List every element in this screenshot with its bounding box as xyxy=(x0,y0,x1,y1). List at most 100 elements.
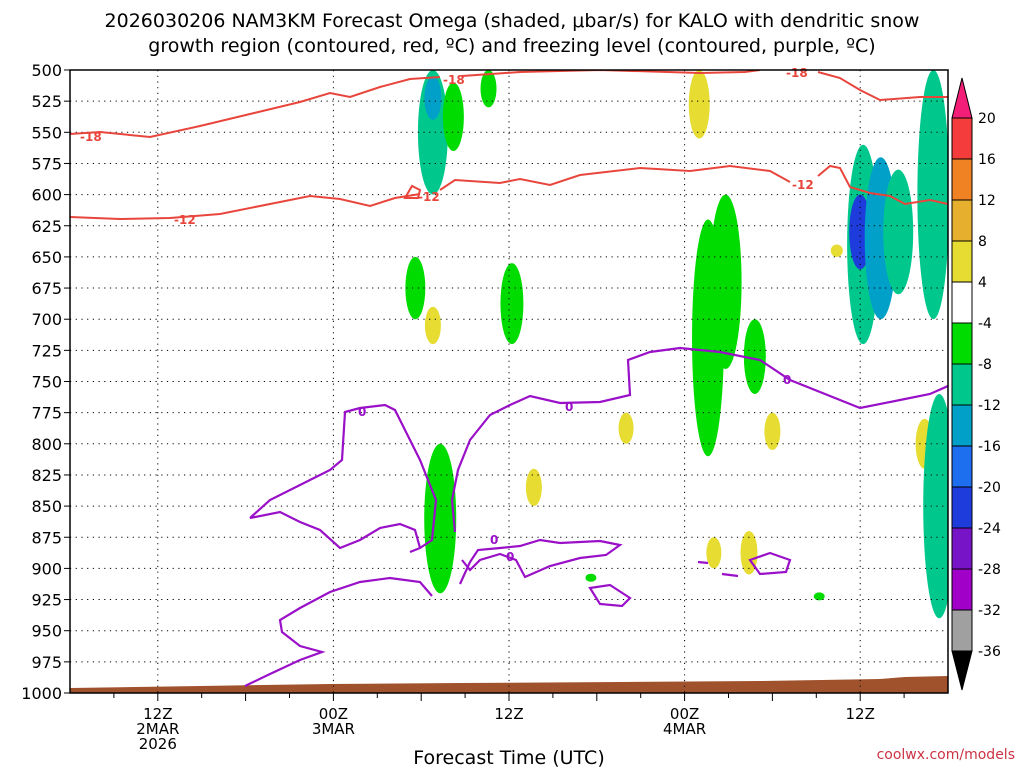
dendritic-label-2: -12 xyxy=(174,213,196,227)
omega-cell-16 xyxy=(883,169,914,295)
colorbar-top-arrow xyxy=(951,77,973,119)
colorbar-swatch-4 xyxy=(951,281,973,324)
grid-lines xyxy=(70,70,948,693)
dendritic-contour-minus18-right xyxy=(461,70,948,102)
dendritic-label-6: -12 xyxy=(792,178,814,192)
omega-cell-4 xyxy=(500,263,524,345)
y-tick-label-15: 875 xyxy=(31,528,62,547)
y-tick-label-13: 825 xyxy=(31,466,62,485)
colorbar-swatch-11 xyxy=(951,568,973,611)
colorbar-tick-3: 8 xyxy=(978,234,987,250)
colorbar: 20 16 12 8 4 -4 -8 -12 -16 -20 -24 -28 -32 -36 xyxy=(951,77,1001,691)
colorbar-tick-9: -20 xyxy=(978,480,1001,496)
x-tick-label-1-0: 00Z xyxy=(319,705,348,723)
colorbar-tick-11: -28 xyxy=(978,562,1001,578)
omega-cell-7 xyxy=(424,443,457,594)
omega-cell-20 xyxy=(618,412,634,444)
colorbar-swatch-7 xyxy=(951,404,973,447)
y-tick-label-1: 525 xyxy=(31,92,62,111)
x-axis-label: Forecast Time (UTC) xyxy=(413,747,604,768)
omega-cell-17 xyxy=(917,70,948,320)
freezing-label-3: 0 xyxy=(783,373,791,387)
colorbar-tick-6: -8 xyxy=(978,357,992,373)
omega-cell-3 xyxy=(480,70,497,108)
dendritic-label-4: -12 xyxy=(418,190,440,204)
x-tick-label-0-1: 2MAR xyxy=(136,720,179,738)
colorbar-tick-12: -32 xyxy=(978,603,1001,619)
colorbar-swatch-3 xyxy=(951,240,973,283)
omega-cell-10 xyxy=(709,194,742,370)
dendritic-contour-minus12-right xyxy=(439,164,948,206)
dendritic-label-1: -18 xyxy=(80,130,102,144)
omega-cell-12 xyxy=(830,244,843,257)
omega-cell-24 xyxy=(813,592,825,601)
omega-cell-11 xyxy=(743,319,766,394)
freezing-contour-main xyxy=(244,538,623,687)
colorbar-swatch-0 xyxy=(951,117,973,160)
y-tick-label-12: 800 xyxy=(31,435,62,454)
freezing-contour-upper xyxy=(249,403,438,554)
y-tick-label-3: 575 xyxy=(31,154,62,173)
freezing-label-1: 0 xyxy=(358,405,366,419)
plot-area xyxy=(70,70,948,693)
omega-cell-19 xyxy=(923,393,948,619)
dendritic-label-5: -18 xyxy=(786,66,808,80)
y-tick-label-0: 500 xyxy=(31,61,62,80)
y-tick-label-6: 650 xyxy=(31,248,62,267)
y-tick-label-5: 625 xyxy=(31,217,62,236)
colorbar-tick-8: -16 xyxy=(978,439,1001,455)
colorbar-tick-2: 12 xyxy=(978,193,996,209)
y-tick-label-8: 700 xyxy=(31,310,62,329)
omega-cell-26 xyxy=(764,412,781,451)
y-tick-label-11: 775 xyxy=(31,404,62,423)
colorbar-swatch-2 xyxy=(951,199,973,242)
dendritic-label-3: -18 xyxy=(443,73,465,87)
colorbar-swatch-5 xyxy=(951,322,973,365)
omega-cell-1 xyxy=(424,76,442,120)
terrain-fill xyxy=(70,676,948,693)
y-tick-label-17: 925 xyxy=(31,591,62,610)
colorbar-swatch-6 xyxy=(951,363,973,406)
y-tick-label-20: 1000 xyxy=(21,684,62,703)
credit-text: coolwx.com/models xyxy=(877,747,1015,763)
x-tick-label-3-1: 4MAR xyxy=(663,720,706,738)
y-tick-label-2: 550 xyxy=(31,123,62,142)
omega-cell-2 xyxy=(442,82,464,151)
dendritic-contour-minus18-left xyxy=(70,76,441,139)
colorbar-swatch-12 xyxy=(951,609,973,652)
y-tick-label-10: 750 xyxy=(31,373,62,392)
freezing-contour-small-loop xyxy=(588,583,632,608)
y-tick-label-18: 950 xyxy=(31,622,62,641)
colorbar-tick-13: -36 xyxy=(978,644,1001,660)
colorbar-tick-10: -24 xyxy=(978,521,1001,537)
freezing-label-4: 0 xyxy=(490,533,498,547)
colorbar-bottom-arrow xyxy=(951,650,973,691)
x-tick-label-4-0: 12Z xyxy=(846,705,875,723)
colorbar-tick-5: -4 xyxy=(978,316,992,332)
colorbar-tick-4: 4 xyxy=(978,275,987,291)
colorbar-tick-0: 20 xyxy=(978,111,996,127)
y-tick-label-16: 900 xyxy=(31,559,62,578)
freezing-label-2: 0 xyxy=(565,400,573,414)
y-axis: 500 525 550 575 600 625 650 675 700 725 750 775 800 8… xyxy=(21,61,70,703)
dendritic-contour-minus18-pocket xyxy=(403,184,422,199)
x-tick-label-0-2: 2026 xyxy=(139,735,177,753)
freezing-label-5: 0 xyxy=(506,550,514,564)
colorbar-tick-1: 16 xyxy=(978,152,996,168)
y-tick-label-4: 600 xyxy=(31,186,62,205)
omega-cell-5 xyxy=(405,256,426,320)
omega-shading xyxy=(405,70,948,619)
chart-title-line2: growth region (contoured, red, ºC) and f… xyxy=(148,35,875,57)
dendritic-contour-minus12-left xyxy=(70,193,421,221)
x-tick-label-3-0: 00Z xyxy=(670,705,699,723)
colorbar-tick-7: -12 xyxy=(978,398,1001,414)
y-tick-label-14: 850 xyxy=(31,497,62,516)
omega-cell-21 xyxy=(525,468,542,507)
y-tick-label-19: 975 xyxy=(31,653,62,672)
omega-cell-22 xyxy=(706,537,722,569)
freezing-contour-middle xyxy=(450,346,948,533)
colorbar-swatch-1 xyxy=(951,158,973,201)
omega-cell-8 xyxy=(688,70,710,139)
